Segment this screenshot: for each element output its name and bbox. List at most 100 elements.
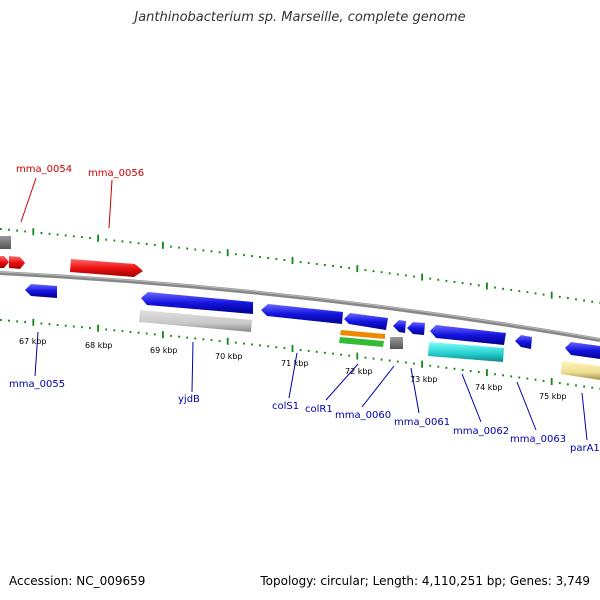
scale-minor-tick [8, 319, 10, 322]
gene-colR1-orange-band [340, 330, 385, 339]
scale-minor-tick [348, 267, 351, 270]
scale-minor-tick [275, 258, 278, 260]
scale-minor-tick [202, 338, 205, 341]
gene-mma_0055-arrow[interactable] [25, 284, 57, 298]
scale-minor-tick [129, 330, 132, 333]
gene-label-mma_0061[interactable]: mma_0061 [394, 417, 450, 428]
scale-minor-tick [396, 273, 399, 276]
scale-minor-tick [234, 341, 237, 344]
scale-minor-tick [445, 366, 448, 369]
scale-minor-tick [56, 233, 59, 236]
gene-label-colS1[interactable]: colS1 [272, 401, 299, 412]
scale-minor-tick [48, 232, 51, 235]
scale-minor-tick [81, 236, 83, 239]
scale-minor-tick [72, 325, 75, 328]
scale-minor-tick [396, 360, 399, 363]
scale-minor-tick [218, 340, 221, 342]
scale-major-tick [32, 228, 35, 236]
scale-minor-tick [542, 293, 545, 296]
scale-minor-tick [283, 347, 286, 350]
scale-major-tick [550, 291, 553, 299]
scale-minor-tick [575, 384, 577, 387]
scale-minor-tick [89, 237, 91, 239]
gene-colR1-arrow[interactable] [344, 313, 388, 330]
gene-mma_0060-arrow[interactable] [393, 320, 406, 333]
gene-mma_0063-arrow[interactable] [515, 335, 532, 349]
scale-major-tick [291, 345, 294, 352]
genome-backbone [0, 271, 600, 342]
scale-minor-tick [429, 277, 432, 280]
scale-major-tick [97, 234, 99, 242]
accession-text: Accession: NC_009659 [9, 574, 146, 588]
gene-label-colR1[interactable]: colR1 [305, 404, 333, 415]
gene-yjdB-grey-block [139, 310, 252, 332]
scale-minor-tick [502, 374, 504, 377]
gene-colS1-arrow[interactable] [261, 304, 343, 324]
scale-minor-tick [558, 295, 561, 298]
gene-label-mma_0055[interactable]: mma_0055 [9, 379, 65, 390]
scale-minor-tick [453, 367, 456, 370]
forward-scale-track [0, 228, 600, 304]
scale-minor-tick [186, 336, 189, 339]
scale-minor-tick [137, 331, 140, 334]
gene-mma_0056-arrow[interactable] [70, 259, 143, 277]
scale-minor-tick [494, 286, 496, 289]
scale-minor-tick [24, 321, 27, 324]
scale-minor-tick [145, 243, 148, 245]
gene-mma_0061-arrow[interactable] [407, 322, 425, 335]
scale-minor-tick [567, 383, 569, 386]
scale-minor-tick [194, 337, 197, 340]
gene-yjdB-arrow[interactable] [141, 292, 253, 314]
scale-minor-tick [202, 249, 205, 252]
scale-minor-tick [0, 319, 2, 321]
scale-major-tick [32, 318, 35, 326]
scale-minor-tick [186, 247, 189, 250]
scale-minor-tick [526, 377, 529, 380]
gene-arrow-red-1[interactable] [0, 256, 9, 268]
scale-major-tick [356, 265, 359, 273]
gene-arrow-red-2[interactable] [9, 256, 25, 269]
scale-minor-tick [591, 386, 594, 389]
scale-minor-tick [591, 300, 594, 303]
scale-minor-tick [526, 291, 529, 294]
scale-major-tick [486, 369, 488, 377]
gene-mma_0062-cyan-block [428, 342, 504, 362]
scale-minor-tick [469, 370, 472, 372]
gene-label-mma_0054[interactable]: mma_0054 [16, 164, 72, 175]
scale-minor-tick [437, 365, 440, 368]
scale-minor-tick [299, 261, 302, 263]
scale-minor-tick [558, 382, 561, 385]
gene-mma_0054-block[interactable] [0, 236, 11, 249]
reverse-scale-track [0, 318, 600, 390]
scale-major-tick [226, 337, 229, 345]
scale-minor-tick [388, 272, 391, 275]
scale-label-71kbp: 71 kbp [281, 359, 309, 368]
scale-minor-tick [259, 344, 261, 347]
scale-minor-tick [380, 358, 383, 361]
gene-label-yjdB[interactable]: yjdB [178, 394, 200, 405]
label-leaders [20, 177, 588, 441]
gene-label-mma_0060[interactable]: mma_0060 [335, 410, 391, 421]
scale-label-69kbp: 69 kbp [150, 346, 178, 355]
scale-minor-tick [153, 333, 156, 336]
gene-label-mma_0056[interactable]: mma_0056 [88, 168, 144, 179]
scale-major-tick [356, 352, 359, 360]
gene-mma_0060-grey-block [390, 337, 403, 349]
map-title: Janthinobacterium sp. Marseille, complet… [134, 10, 466, 25]
gene-parA1-arrow[interactable] [565, 342, 600, 359]
gene-mma_0062-arrow[interactable] [430, 325, 506, 345]
reverse-genes [25, 284, 600, 380]
scale-minor-tick [24, 230, 27, 233]
gene-label-parA1[interactable]: parA1 [570, 443, 600, 454]
scale-minor-tick [251, 255, 253, 258]
gene-label-mma_0062[interactable]: mma_0062 [453, 426, 509, 437]
scale-minor-tick [194, 248, 197, 251]
gene-label-mma_0063[interactable]: mma_0063 [510, 434, 566, 445]
scale-minor-tick [332, 265, 334, 267]
scale-minor-tick [8, 228, 10, 231]
scale-minor-tick [413, 275, 415, 278]
scale-minor-tick [40, 322, 43, 325]
scale-minor-tick [113, 329, 116, 332]
scale-major-tick [421, 360, 423, 368]
